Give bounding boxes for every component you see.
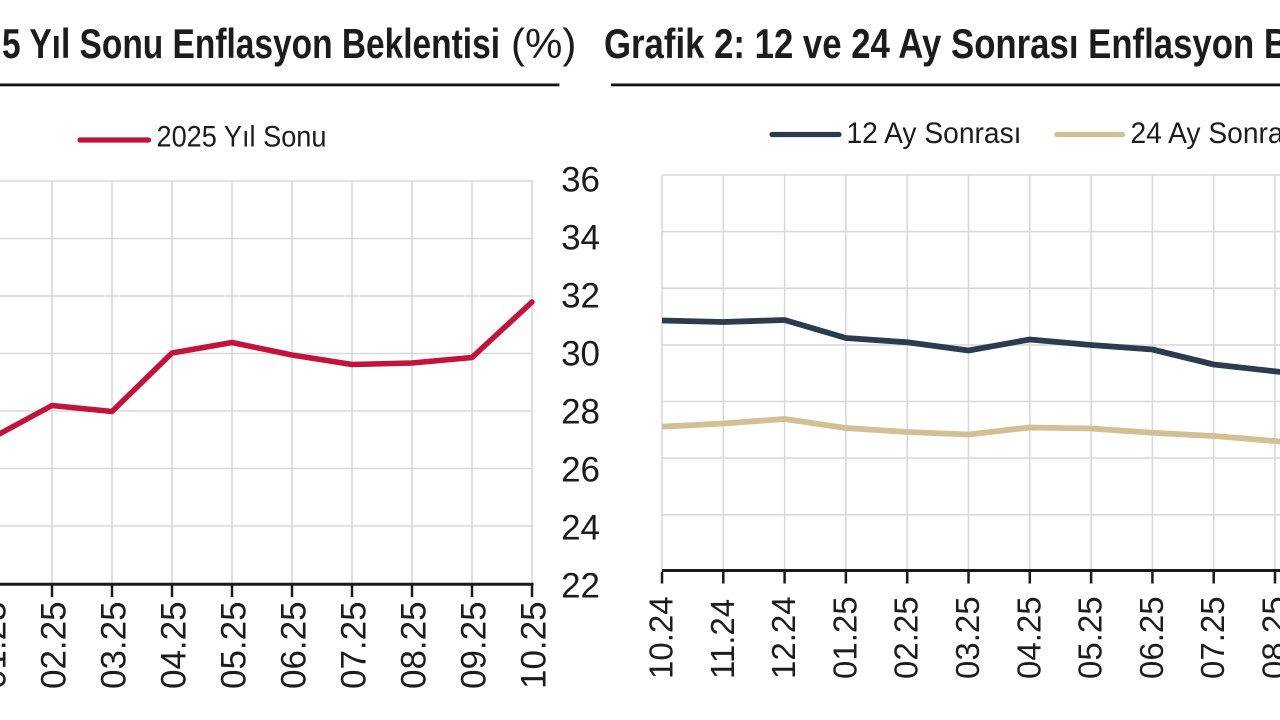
svg-text:02.25: 02.25 (888, 596, 925, 679)
svg-text:08.25: 08.25 (395, 601, 434, 689)
svg-text:06.25: 06.25 (275, 601, 314, 689)
svg-text:10.25: 10.25 (515, 601, 554, 689)
svg-text:34: 34 (561, 219, 600, 258)
svg-text:03.25: 03.25 (95, 601, 134, 689)
svg-text:Grafik 2: 12 ve 24 Ay Sonrası: Grafik 2: 12 ve 24 Ay Sonrası Enflasyon … (604, 20, 1280, 67)
svg-text:32: 32 (561, 277, 600, 316)
svg-text:2025 Yıl Sonu: 2025 Yıl Sonu (157, 121, 327, 154)
svg-text:02.25: 02.25 (35, 601, 74, 689)
svg-text:05.25: 05.25 (1072, 596, 1109, 679)
svg-text:08.25: 08.25 (1256, 596, 1280, 679)
svg-text:07.25: 07.25 (335, 601, 374, 689)
svg-text:11.24: 11.24 (704, 599, 741, 679)
svg-text:06.25: 06.25 (1133, 596, 1170, 679)
svg-text:03.25: 03.25 (949, 596, 986, 679)
svg-text:24: 24 (561, 509, 600, 548)
svg-text:(%): (%) (511, 20, 576, 67)
svg-text:28: 28 (561, 393, 600, 432)
svg-text:5 Yıl Sonu Enflasyon Beklentis: 5 Yıl Sonu Enflasyon Beklentisi (2, 20, 500, 67)
svg-text:01.25: 01.25 (826, 596, 863, 679)
svg-text:09.25: 09.25 (455, 601, 494, 689)
svg-text:01.25: 01.25 (0, 601, 14, 689)
svg-text:24 Ay Sonrası: 24 Ay Sonrası (1131, 117, 1280, 150)
svg-text:05.25: 05.25 (215, 601, 254, 689)
svg-text:30: 30 (561, 335, 600, 374)
svg-text:22: 22 (561, 567, 600, 606)
svg-text:26: 26 (561, 451, 600, 490)
svg-text:07.25: 07.25 (1194, 596, 1231, 679)
svg-text:04.25: 04.25 (155, 601, 194, 689)
svg-text:12.24: 12.24 (765, 596, 802, 679)
svg-text:36: 36 (561, 161, 600, 200)
svg-text:10.24: 10.24 (643, 596, 680, 679)
svg-text:12 Ay Sonrası: 12 Ay Sonrası (847, 117, 1022, 150)
svg-text:04.25: 04.25 (1010, 596, 1047, 679)
